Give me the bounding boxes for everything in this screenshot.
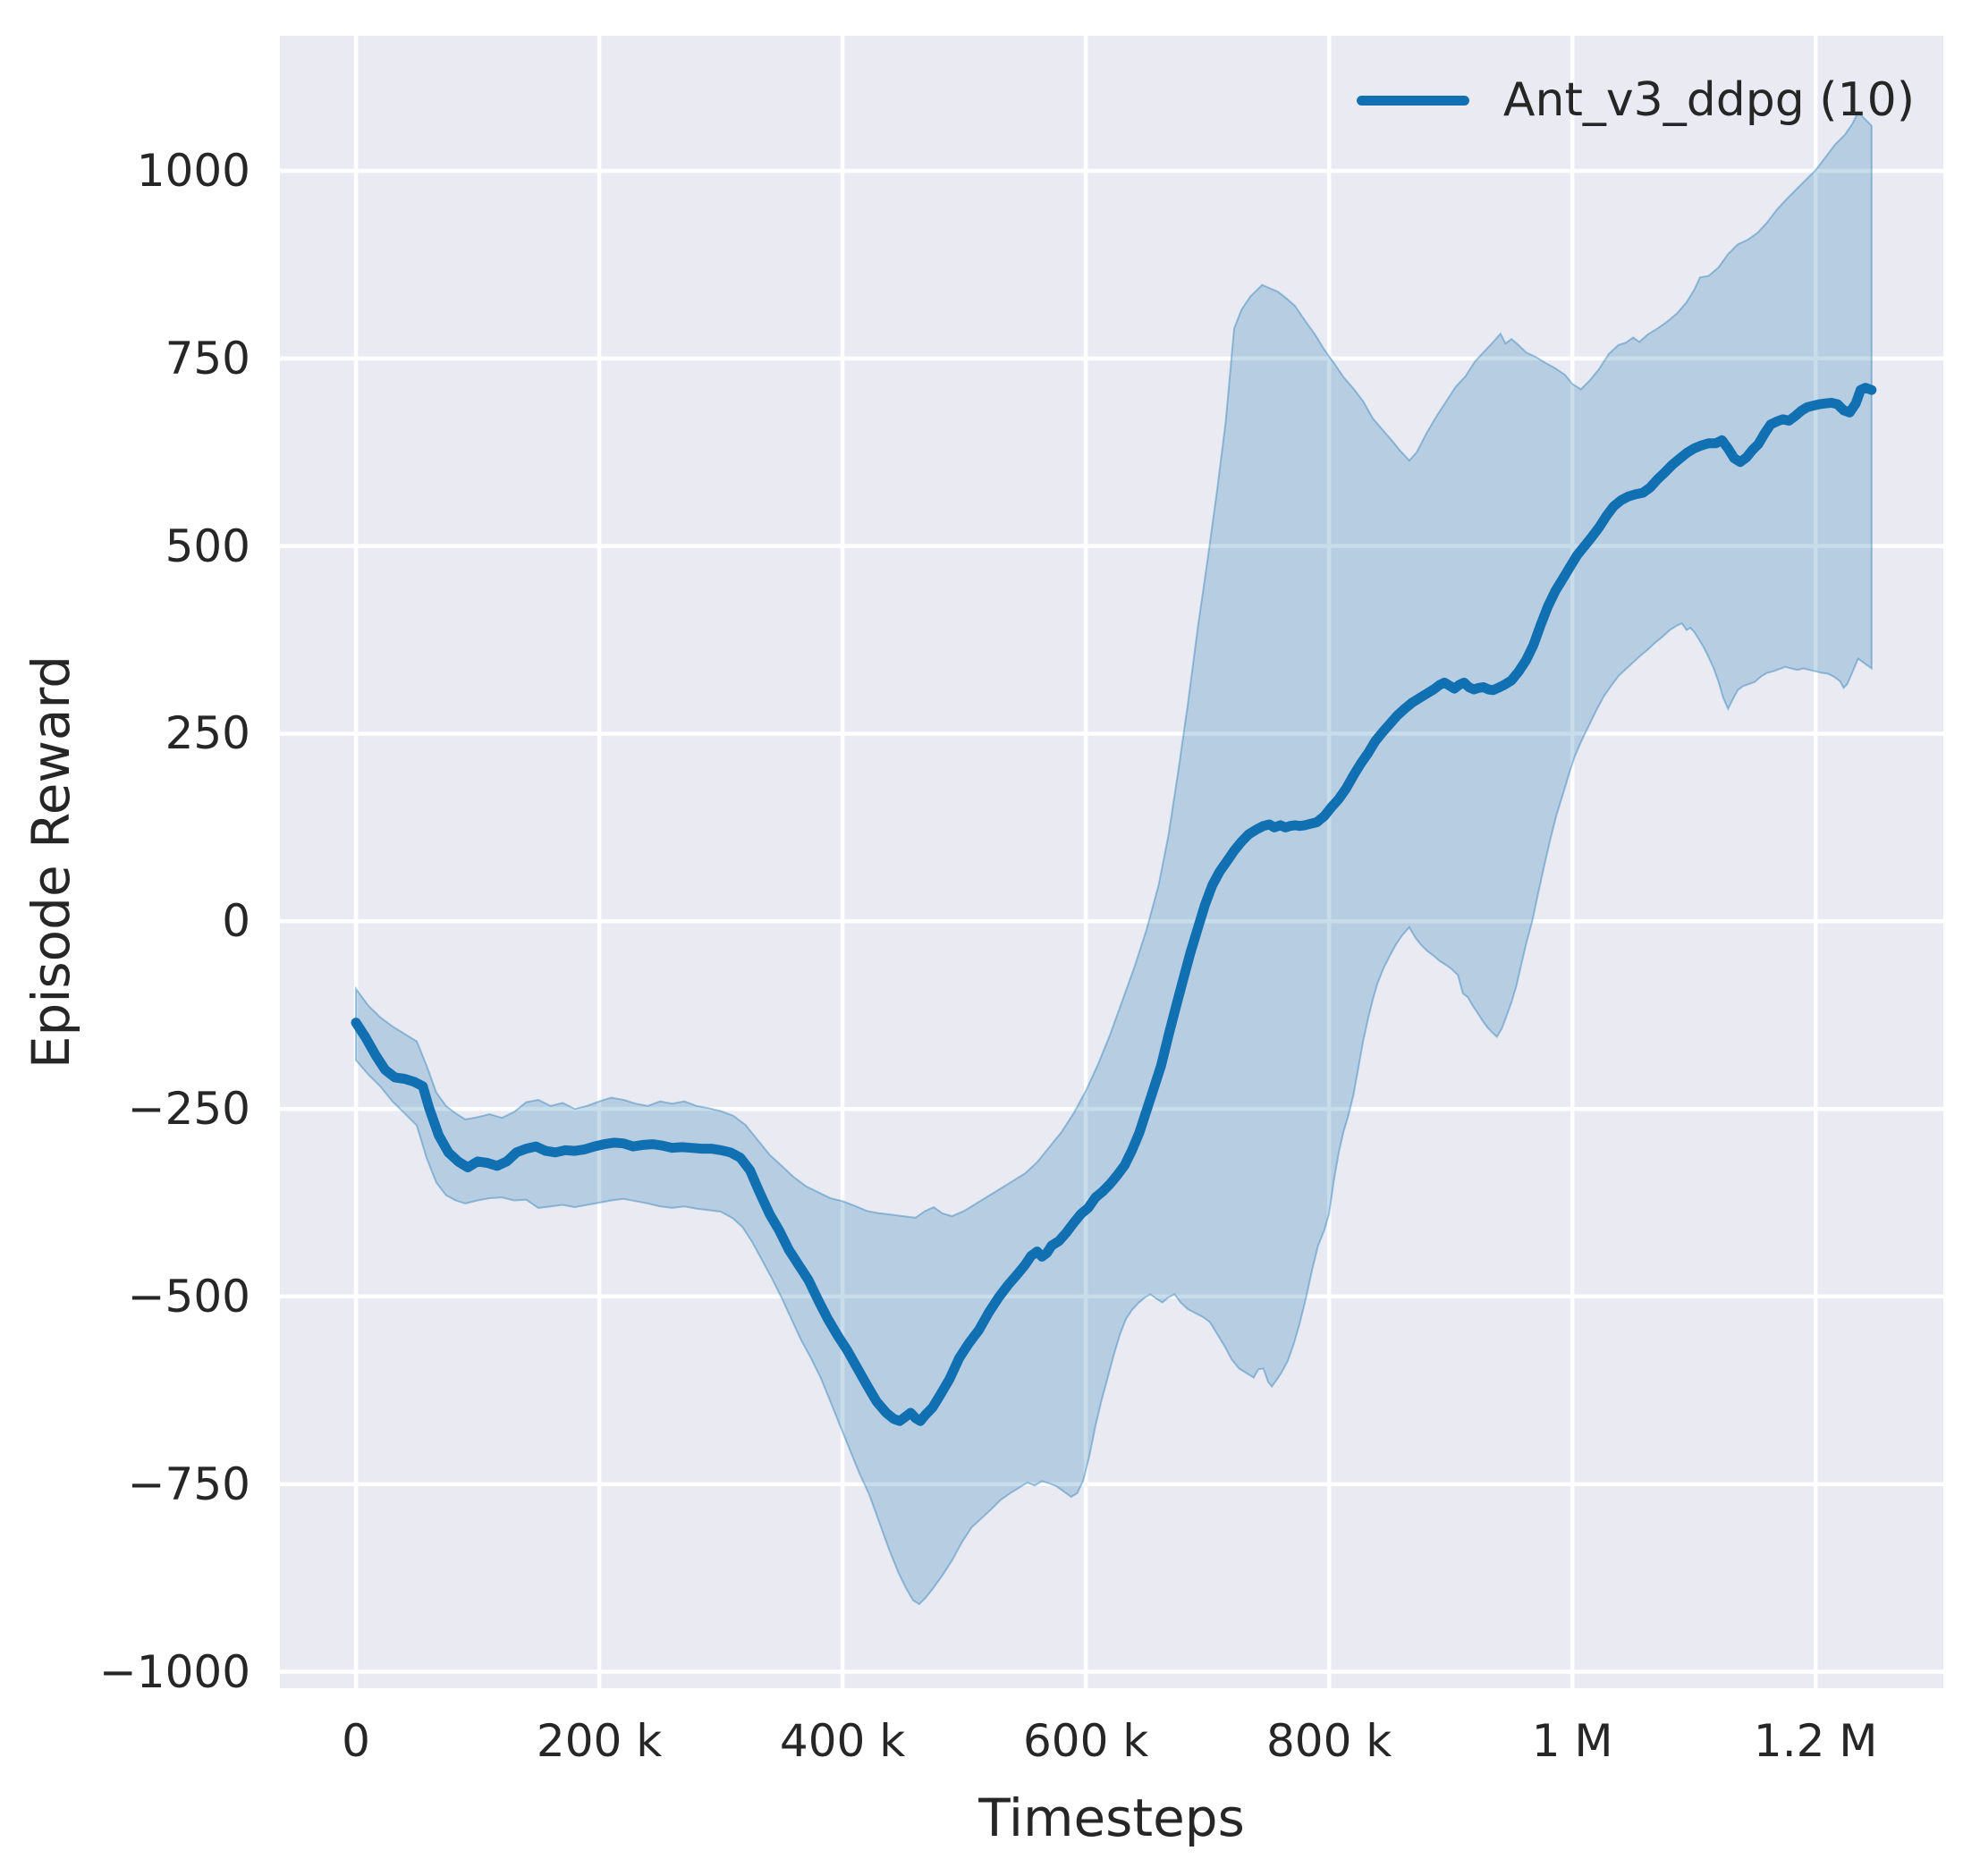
x-tick-label: 0 — [342, 1715, 370, 1767]
y-tick-label: 750 — [165, 332, 250, 384]
y-tick-label: 1000 — [136, 145, 250, 198]
x-axis-label: Timesteps — [978, 1787, 1245, 1848]
y-tick-label: −250 — [127, 1083, 250, 1136]
y-tick-label: −500 — [127, 1270, 250, 1322]
x-tick-label: 1.2 M — [1753, 1715, 1878, 1767]
gridlines — [280, 36, 1943, 1688]
legend: Ant_v3_ddpg (10) — [1348, 66, 1924, 134]
y-tick-label: −1000 — [98, 1645, 250, 1698]
y-axis-label-text: Episode Reward — [21, 655, 81, 1069]
plot-area: Ant_v3_ddpg (10) — [280, 36, 1943, 1688]
legend-line-swatch — [1356, 95, 1469, 106]
y-tick-label: 0 — [222, 895, 250, 948]
y-tick-label: 500 — [165, 520, 250, 572]
x-tick-label: 800 k — [1265, 1715, 1392, 1767]
y-tick-label: 250 — [165, 707, 250, 760]
x-tick-label: 600 k — [1022, 1715, 1149, 1767]
y-tick-label: −750 — [127, 1458, 250, 1510]
confidence-band — [355, 110, 1873, 1606]
chart-svg — [280, 36, 1943, 1688]
legend-label: Ant_v3_ddpg (10) — [1502, 73, 1915, 127]
x-tick-label: 400 k — [779, 1715, 906, 1767]
series-line-ant-v3-ddpg — [351, 383, 1877, 1426]
x-tick-label: 200 k — [536, 1715, 663, 1767]
x-tick-label: 1 M — [1531, 1715, 1613, 1767]
